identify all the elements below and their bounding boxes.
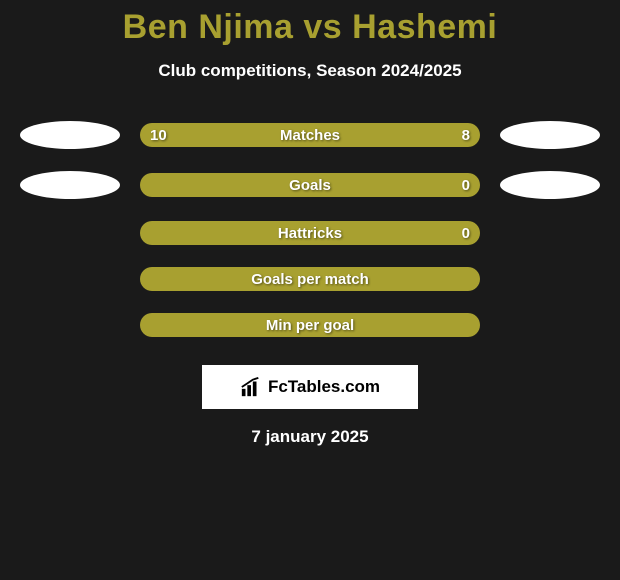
comparison-infographic: Ben Njima vs Hashemi Club competitions, … bbox=[0, 0, 620, 447]
chart-icon bbox=[240, 376, 262, 398]
stat-row: Goals 0 bbox=[0, 171, 620, 199]
stat-bar: Hattricks 0 bbox=[140, 221, 480, 245]
stat-row: 10 Matches 8 bbox=[0, 121, 620, 149]
stat-row: Min per goal bbox=[0, 313, 620, 337]
stat-label: Matches bbox=[280, 127, 340, 144]
date-label: 7 january 2025 bbox=[251, 427, 368, 447]
logo-text: FcTables.com bbox=[268, 377, 380, 397]
player-oval-left bbox=[20, 171, 120, 199]
source-logo: FcTables.com bbox=[202, 365, 418, 409]
stat-label: Goals bbox=[289, 177, 331, 194]
stat-bar: 10 Matches 8 bbox=[140, 123, 480, 147]
player-oval-right bbox=[500, 171, 600, 199]
stat-bar: Goals 0 bbox=[140, 173, 480, 197]
stat-value-left: 10 bbox=[150, 127, 167, 144]
stat-value-right: 0 bbox=[462, 177, 470, 194]
page-title: Ben Njima vs Hashemi bbox=[123, 8, 498, 47]
stat-label: Goals per match bbox=[251, 271, 369, 288]
page-subtitle: Club competitions, Season 2024/2025 bbox=[158, 61, 461, 81]
stat-value-right: 8 bbox=[462, 127, 470, 144]
stat-bar: Goals per match bbox=[140, 267, 480, 291]
player-oval-left bbox=[20, 121, 120, 149]
stat-row: Hattricks 0 bbox=[0, 221, 620, 245]
stat-value-right: 0 bbox=[462, 225, 470, 242]
stat-label: Min per goal bbox=[266, 317, 354, 334]
stat-row: Goals per match bbox=[0, 267, 620, 291]
player-oval-right bbox=[500, 121, 600, 149]
stat-label: Hattricks bbox=[278, 225, 342, 242]
stat-bar: Min per goal bbox=[140, 313, 480, 337]
stat-rows: 10 Matches 8 Goals 0 Hattricks 0 bbox=[0, 121, 620, 337]
